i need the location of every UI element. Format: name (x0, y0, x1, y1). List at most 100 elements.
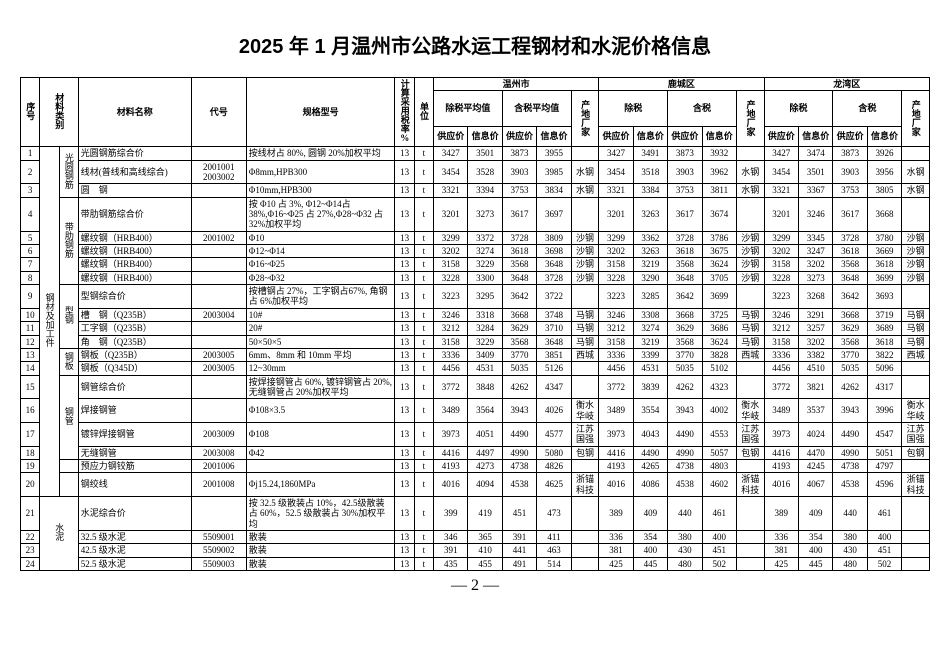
cell-subcategory (59, 459, 78, 472)
cell-price: 3219 (633, 258, 667, 271)
cell-price: 3722 (537, 285, 571, 309)
cell-name: 42.5 级水泥 (78, 544, 191, 557)
cell-price: 425 (599, 557, 633, 570)
cell-price: 4738 (833, 459, 867, 472)
cell-spec: Φj15.24,1860MPa (246, 473, 395, 497)
cell-price: 3568 (833, 258, 867, 271)
cell-price: 4262 (833, 375, 867, 399)
cell-source (571, 531, 599, 544)
cell-price: 3454 (599, 160, 633, 184)
cell-seq: 18 (21, 446, 40, 459)
cell-price: 3489 (764, 399, 798, 423)
cell-source: 江苏国强 (902, 422, 930, 446)
cell-price: 3617 (833, 197, 867, 231)
cell-source: 水钢 (902, 160, 930, 184)
cell-spec: Φ8mm,HPB300 (246, 160, 395, 184)
cell-price: 425 (764, 557, 798, 570)
cell-price: 3770 (502, 348, 536, 361)
cell-seq: 8 (21, 271, 40, 284)
cell-source: 水钢 (736, 184, 764, 197)
cell-price: 3223 (599, 285, 633, 309)
cell-spec: 50×50×5 (246, 335, 395, 348)
cell-source (902, 496, 930, 530)
cell-taxrate: 13 (395, 160, 414, 184)
cell-price: 4990 (502, 446, 536, 459)
cell-price: 3618 (668, 245, 702, 258)
hdr-supply: 供应价 (668, 126, 702, 147)
cell-price: 4265 (633, 459, 667, 472)
table-row: 13钢板钢板（Q235B）20030056mm、8mm 和 10mm 平均13t… (21, 348, 930, 361)
hdr-region-wz: 温州市 (433, 78, 598, 91)
cell-code: 2001006 (191, 459, 246, 472)
cell-price: 3228 (764, 271, 798, 284)
cell-unit: t (414, 446, 433, 459)
cell-source (902, 285, 930, 309)
cell-price: 3805 (867, 184, 901, 197)
cell-price: 4416 (599, 446, 633, 459)
table-row: 2线材(普线和高线综合)2001001 2003002Φ8mm,HPB30013… (21, 160, 930, 184)
cell-code (191, 271, 246, 284)
cell-price: 4086 (633, 473, 667, 497)
cell-source: 包钢 (736, 446, 764, 459)
cell-price: 3318 (468, 308, 502, 321)
cell-seq: 2 (21, 160, 40, 184)
cell-price: 3158 (433, 258, 467, 271)
hdr-supply: 供应价 (764, 126, 798, 147)
cell-name: 螺纹钢（HRB400） (78, 231, 191, 244)
cell-price: 3321 (599, 184, 633, 197)
cell-taxrate: 13 (395, 362, 414, 375)
cell-taxrate: 13 (395, 473, 414, 497)
cell-source (736, 285, 764, 309)
cell-price: 4531 (633, 362, 667, 375)
cell-source: 包钢 (571, 446, 599, 459)
cell-name: 钢绞线 (78, 473, 191, 497)
cell-price: 4456 (433, 362, 467, 375)
cell-price: 514 (537, 557, 571, 570)
cell-source (736, 147, 764, 160)
cell-source: 沙钢 (571, 245, 599, 258)
cell-price: 461 (867, 496, 901, 530)
cell-price: 3985 (537, 160, 571, 184)
cell-price: 480 (833, 557, 867, 570)
cell-name: 圆 钢 (78, 184, 191, 197)
cell-price: 502 (867, 557, 901, 570)
cell-taxrate: 13 (395, 496, 414, 530)
cell-price: 3382 (799, 348, 833, 361)
hdr-region-lc: 鹿城区 (599, 78, 764, 91)
cell-seq: 19 (21, 459, 40, 472)
cell-code: 2003009 (191, 422, 246, 446)
cell-code: 5509002 (191, 544, 246, 557)
hdr-src: 产地厂家 (910, 100, 920, 136)
table-row: 12角 钢（Q235B）50×50×513t3158322935683648马钢… (21, 335, 930, 348)
page-number: — 2 — (20, 577, 930, 595)
hdr-cat: 材料类别 (54, 93, 64, 129)
cell-source: 马钢 (736, 308, 764, 321)
cell-unit: t (414, 197, 433, 231)
table-row: 18无缝钢管2003008Φ4213t4416449749905080包钢441… (21, 446, 930, 459)
cell-price: 3295 (468, 285, 502, 309)
cell-price: 3973 (599, 422, 633, 446)
price-table: 序号 材料类别 材料名称 代号 规格型号 计算采用税率% 单位 温州市 鹿城区 … (20, 77, 930, 571)
cell-price: 409 (799, 496, 833, 530)
cell-price: 4323 (702, 375, 736, 399)
cell-source (902, 362, 930, 375)
cell-price: 3321 (433, 184, 467, 197)
cell-price: 3699 (867, 271, 901, 284)
cell-source (902, 531, 930, 544)
cell-price: 4245 (799, 459, 833, 472)
cell-seq: 11 (21, 322, 40, 335)
cell-price: 480 (668, 557, 702, 570)
cell-unit: t (414, 231, 433, 244)
cell-price: 400 (633, 544, 667, 557)
hdr-supply: 供应价 (833, 126, 867, 147)
cell-price: 3201 (764, 197, 798, 231)
cell-seq: 14 (21, 362, 40, 375)
cell-source: 沙钢 (571, 258, 599, 271)
table-row: 15钢管钢管综合价按焊接钢管占 60%, 镀锌钢管占 20%, 无缝钢管占 20… (21, 375, 930, 399)
cell-name: 型钢综合价 (78, 285, 191, 309)
cell-price: 4803 (702, 459, 736, 472)
cell-source (902, 557, 930, 570)
cell-unit: t (414, 285, 433, 309)
cell-taxrate: 13 (395, 285, 414, 309)
cell-price: 3409 (468, 348, 502, 361)
